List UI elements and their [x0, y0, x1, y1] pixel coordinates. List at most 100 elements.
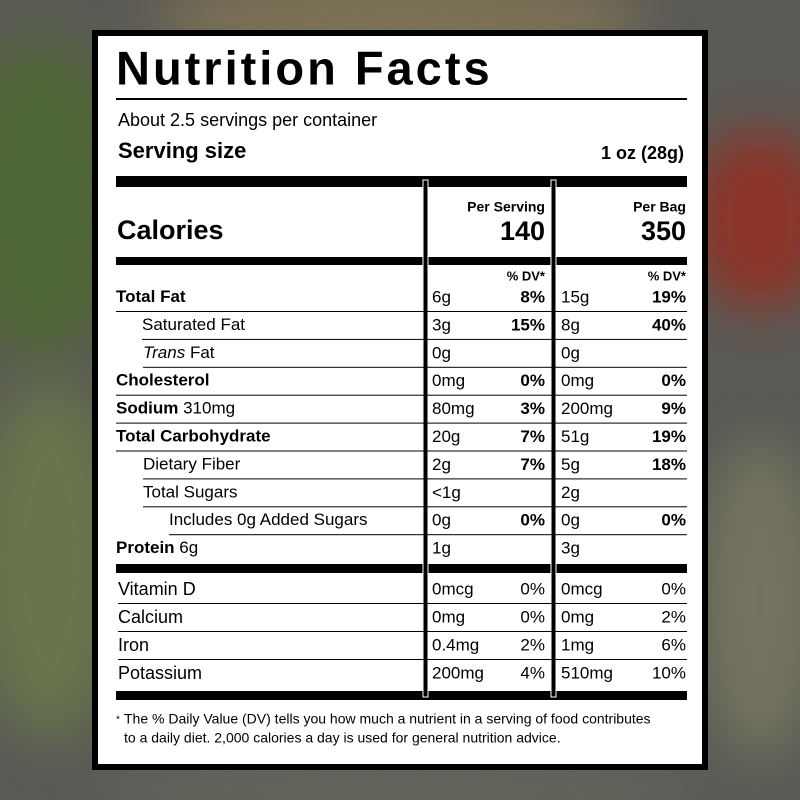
cell-amount: 0mcg	[432, 579, 474, 598]
cell-amount: 0mg	[561, 607, 594, 626]
row-rule	[143, 366, 687, 368]
nutrient-name: Protein 6g	[116, 539, 198, 558]
nutrient-label: Total Sugars	[143, 483, 238, 502]
cell-dv: 7%	[520, 427, 545, 446]
cell-dv: 0%	[520, 607, 545, 626]
thick-rule	[116, 257, 687, 265]
cell-dv: 6%	[661, 635, 686, 654]
dv-heading: % DV*	[648, 268, 687, 283]
footnote-mark: *	[116, 715, 120, 726]
row-rule	[169, 534, 687, 536]
dv-heading: % DV*	[507, 268, 546, 283]
nutrient-name: Iron	[118, 635, 149, 655]
thick-rule	[116, 691, 687, 700]
nutrient-name: Vitamin D	[118, 579, 196, 599]
column-heading: Per Serving	[467, 199, 545, 215]
cell-amount: 3g	[432, 315, 451, 334]
cell-dv: 8%	[520, 287, 545, 306]
cell-amount: 1g	[432, 539, 451, 558]
cell-amount: 200mg	[561, 399, 613, 418]
cell-dv: 0%	[520, 371, 545, 390]
calories-label: Calories	[117, 215, 224, 245]
cell-dv: 3%	[520, 399, 545, 418]
nutrient-label: Saturated Fat	[142, 315, 245, 334]
nutrient-name: Dietary Fiber	[143, 455, 241, 474]
cell-amount: 0mg	[432, 371, 465, 390]
cell-amount: 1mg	[561, 635, 594, 654]
cell-amount: 0mg	[432, 607, 465, 626]
cell-amount: 15g	[561, 287, 589, 306]
row-rule	[116, 422, 687, 424]
nutrient-name: Total Fat	[116, 287, 186, 306]
nutrient-name: Includes 0g Added Sugars	[169, 511, 367, 530]
nutrient-amount: 6g	[179, 539, 198, 558]
column-calories: 350	[641, 216, 686, 246]
cell-amount: <1g	[432, 483, 461, 502]
cell-amount: 0g	[561, 343, 580, 362]
nutrient-name: Trans Fat	[143, 343, 215, 362]
cell-dv: 0%	[520, 579, 545, 598]
nutrient-name: Total Carbohydrate	[116, 427, 271, 446]
nutrient-label: Protein	[116, 539, 175, 558]
cell-dv: 0%	[661, 579, 686, 598]
cell-amount: 3g	[561, 539, 580, 558]
cell-dv: 0%	[520, 511, 545, 530]
column-divider	[422, 179, 429, 698]
nutrient-name: Total Sugars	[143, 483, 238, 502]
servings: About 2.5 servings per container	[118, 110, 377, 130]
nutrient-label: Cholesterol	[116, 371, 210, 390]
cell-dv: 19%	[652, 287, 686, 306]
nutrient-label: Potassium	[118, 663, 202, 683]
serving-size: 1 oz (28g)	[601, 143, 684, 163]
row-rule	[118, 603, 687, 604]
cell-dv: 4%	[520, 663, 545, 682]
cell-amount: 510mg	[561, 663, 613, 682]
cell-dv: 19%	[652, 427, 686, 446]
row-rule	[118, 659, 687, 660]
nutrient-label: Dietary Fiber	[143, 455, 241, 474]
nutrient-label: Sodium	[116, 399, 178, 418]
cell-amount: 0g	[561, 511, 580, 530]
cell-amount: 2g	[561, 483, 580, 502]
label-panel	[92, 30, 708, 770]
cell-dv: 18%	[652, 455, 686, 474]
nutrient-label: Vitamin D	[118, 579, 196, 599]
nutrient-label: Calcium	[118, 607, 183, 627]
nutrient-name: Calcium	[118, 607, 183, 627]
cell-dv: 10%	[652, 663, 686, 682]
nutrient-amount: 310mg	[183, 399, 235, 418]
column-divider	[550, 179, 557, 698]
cell-amount: 0g	[432, 343, 451, 362]
rule	[116, 98, 687, 100]
cell-amount: 8g	[561, 315, 580, 334]
nutrient-label: Fat	[190, 343, 215, 362]
nutrient-name: Potassium	[118, 663, 202, 683]
row-rule	[118, 631, 687, 632]
nutrient-label: Iron	[118, 635, 149, 655]
nutrient-label: Includes 0g Added Sugars	[169, 511, 367, 530]
cell-amount: 5g	[561, 455, 580, 474]
row-rule	[116, 311, 687, 312]
nutrient-label: Total Carbohydrate	[116, 427, 271, 446]
nutrient-name: Sodium 310mg	[116, 399, 235, 418]
row-rule	[142, 338, 687, 340]
cell-dv: 9%	[661, 399, 686, 418]
title: Nutrition Facts	[116, 41, 493, 94]
cell-amount: 0mcg	[561, 579, 603, 598]
row-rule	[143, 478, 687, 480]
cell-dv: 40%	[652, 315, 686, 334]
cell-dv: 2%	[661, 607, 686, 626]
row-rule	[143, 506, 687, 508]
cell-amount: 80mg	[432, 399, 475, 418]
cell-amount: 51g	[561, 427, 589, 446]
cell-amount: 2g	[432, 455, 451, 474]
cell-dv: 15%	[511, 315, 545, 334]
nutrient-prefix: Trans	[143, 343, 186, 362]
cell-amount: 0mg	[561, 371, 594, 390]
serving-size-label: Serving size	[118, 138, 246, 163]
nutrient-name: Saturated Fat	[142, 315, 245, 334]
cell-dv: 0%	[661, 511, 686, 530]
cell-amount: 6g	[432, 287, 451, 306]
cell-amount: 20g	[432, 427, 460, 446]
